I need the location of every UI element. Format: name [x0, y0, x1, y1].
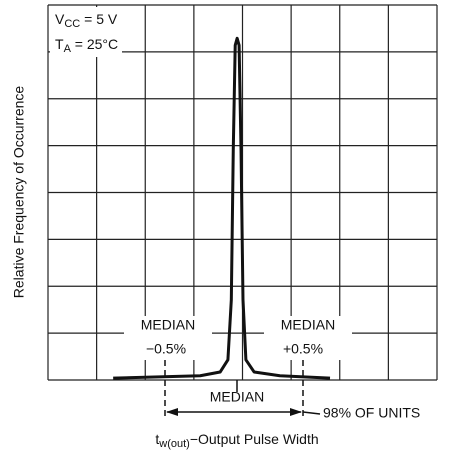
condition: TA = 25°C [55, 36, 118, 55]
leader [302, 411, 321, 415]
arrow-head [166, 408, 178, 416]
arrow-head [290, 408, 302, 416]
condition: VCC = 5 V [55, 11, 118, 30]
annotation: MEDIAN [210, 389, 264, 405]
annotation: +0.5% [283, 341, 323, 357]
conditions-box [50, 7, 122, 57]
annotation: MEDIAN [141, 317, 195, 333]
annotation: −0.5% [146, 341, 186, 357]
x-axis-label: tw(out)−Output Pulse Width [155, 431, 318, 450]
annotation: 98% OF UNITS [323, 405, 420, 421]
y-axis-label: Relative Frequency of Occurrence [11, 86, 27, 299]
label-bg [124, 316, 212, 360]
annotation: MEDIAN [281, 317, 335, 333]
distribution-curve [113, 36, 331, 380]
label-bg [264, 316, 352, 360]
